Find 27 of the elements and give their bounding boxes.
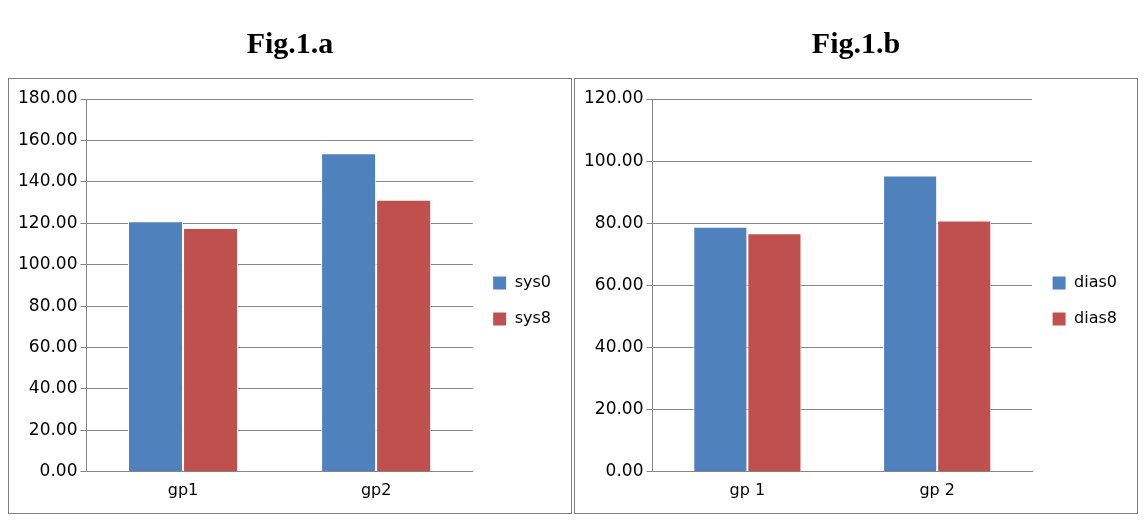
y-tick-label: 20.00 xyxy=(594,398,644,419)
x-tick-label: gp 1 xyxy=(729,479,766,499)
y-tick-label: 180.00 xyxy=(18,87,78,108)
y-tick-label: 140.00 xyxy=(18,170,78,191)
y-tick-label: 80.00 xyxy=(28,294,78,315)
x-tick-label: gp 2 xyxy=(919,479,955,499)
x-tick-label: gp1 xyxy=(167,479,199,499)
legend-label: sys0 xyxy=(514,272,552,292)
y-tick-label: 60.00 xyxy=(28,335,78,356)
chart-title: Fig.1.a xyxy=(245,25,335,61)
y-tick-label: 60.00 xyxy=(594,273,644,294)
y-tick-label: 80.00 xyxy=(594,211,644,232)
y-tick-label: 120.00 xyxy=(584,87,644,108)
x-tick-label: gp2 xyxy=(360,479,392,499)
y-tick-label: 0.00 xyxy=(39,460,78,481)
y-tick-label: 0.00 xyxy=(605,460,644,481)
y-tick-label: 100.00 xyxy=(584,149,644,170)
y-tick-label: 120.00 xyxy=(18,211,78,232)
y-tick-label: 40.00 xyxy=(594,335,644,356)
legend-label: dias0 xyxy=(1074,272,1117,292)
y-tick-label: 100.00 xyxy=(18,253,78,274)
y-tick-label: 20.00 xyxy=(28,418,78,439)
y-tick-label: 40.00 xyxy=(28,377,78,398)
chart-title: Fig.1.b xyxy=(810,25,902,61)
y-tick-label: 160.00 xyxy=(18,128,78,149)
legend-label: sys8 xyxy=(514,308,552,328)
legend-label: dias8 xyxy=(1074,308,1117,328)
